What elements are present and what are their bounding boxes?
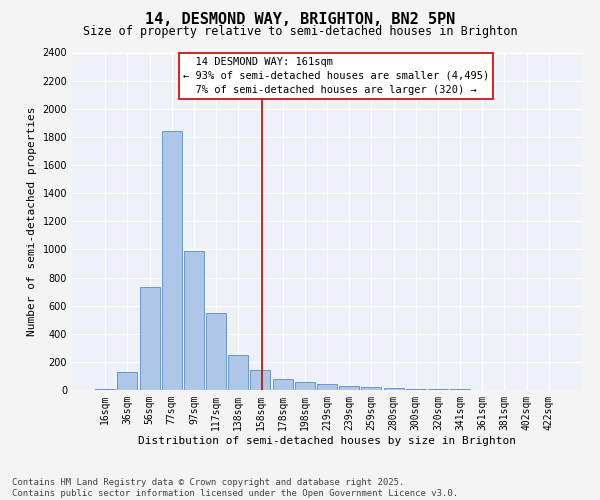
Bar: [317, 384, 337, 390]
Bar: [228, 355, 248, 390]
Bar: [95, 388, 115, 390]
Bar: [361, 387, 382, 390]
Bar: [406, 388, 426, 390]
Bar: [140, 288, 160, 390]
Bar: [295, 382, 315, 390]
Y-axis label: Number of semi-detached properties: Number of semi-detached properties: [27, 106, 37, 336]
Bar: [250, 370, 271, 390]
Bar: [206, 312, 226, 390]
Text: 14, DESMOND WAY, BRIGHTON, BN2 5PN: 14, DESMOND WAY, BRIGHTON, BN2 5PN: [145, 12, 455, 28]
Bar: [428, 389, 448, 390]
Text: Contains HM Land Registry data © Crown copyright and database right 2025.
Contai: Contains HM Land Registry data © Crown c…: [12, 478, 458, 498]
Bar: [162, 131, 182, 390]
Bar: [383, 388, 404, 390]
Bar: [272, 380, 293, 390]
X-axis label: Distribution of semi-detached houses by size in Brighton: Distribution of semi-detached houses by …: [138, 436, 516, 446]
Bar: [184, 251, 204, 390]
Text: Size of property relative to semi-detached houses in Brighton: Size of property relative to semi-detach…: [83, 25, 517, 38]
Bar: [339, 386, 359, 390]
Text: 14 DESMOND WAY: 161sqm
← 93% of semi-detached houses are smaller (4,495)
  7% of: 14 DESMOND WAY: 161sqm ← 93% of semi-det…: [183, 56, 489, 94]
Bar: [118, 372, 137, 390]
